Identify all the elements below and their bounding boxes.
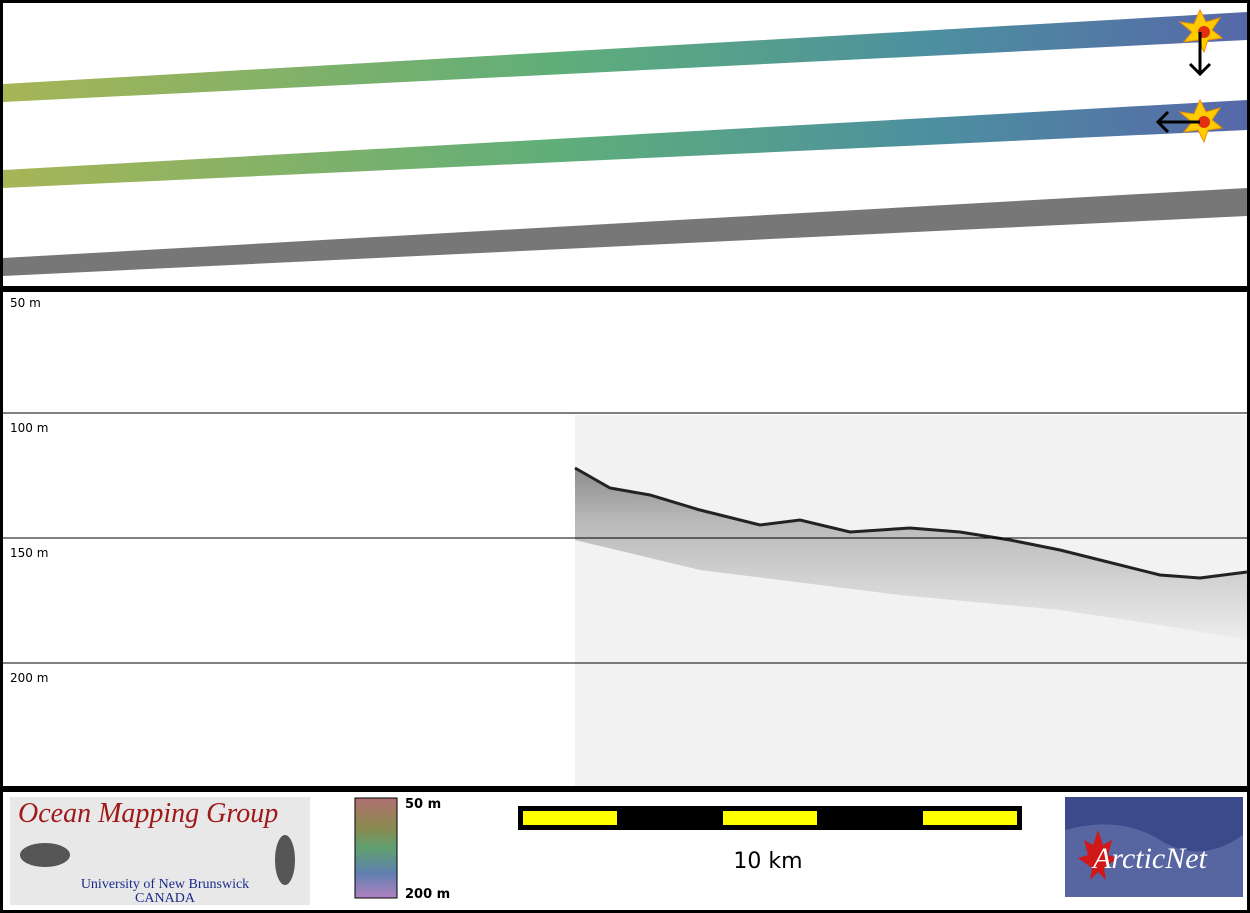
scale-bar-segment xyxy=(723,811,817,825)
sidescan-strip xyxy=(3,188,1247,276)
colorbar-label: 200 m xyxy=(405,887,450,902)
seismic-reflector xyxy=(575,468,1247,640)
depth-label: 50 m xyxy=(10,296,41,310)
colorbar xyxy=(354,797,398,899)
logo-title: Ocean Mapping Group xyxy=(18,798,278,829)
scale-bar-label: 10 km xyxy=(733,849,802,874)
scale-bar-segment xyxy=(523,811,617,825)
seafloor-line xyxy=(574,466,1248,580)
logo-graphic xyxy=(20,843,70,867)
logo-country: CANADA xyxy=(135,891,196,906)
swath-strip xyxy=(3,100,1247,188)
logo-institution: University of New Brunswick xyxy=(81,877,249,892)
depth-label: 150 m xyxy=(10,546,48,560)
ship-marker xyxy=(1155,98,1224,144)
depth-label: 100 m xyxy=(10,421,48,435)
maple-leaf xyxy=(1078,830,1118,880)
colorbar-label: 50 m xyxy=(405,797,441,812)
scale-bar-segment xyxy=(923,811,1017,825)
swath-strip xyxy=(3,12,1247,102)
logo-text: ArcticNet xyxy=(1091,842,1208,875)
ship-marker xyxy=(1178,8,1224,77)
logo-graphic xyxy=(275,835,295,885)
depth-label: 200 m xyxy=(10,671,48,685)
